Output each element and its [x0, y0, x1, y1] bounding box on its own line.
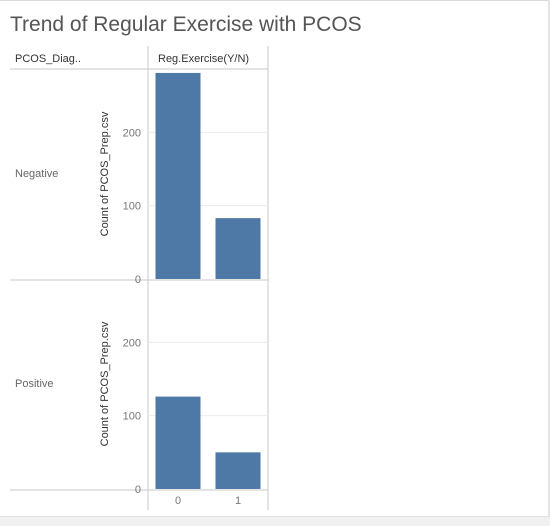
bar-positive-1 — [215, 452, 261, 489]
column-dimension-header[interactable]: Reg.Exercise(Y/N) — [158, 53, 250, 65]
right-border — [548, 0, 550, 526]
y-tick-label: 200 — [123, 337, 141, 349]
y-tick-label: 0 — [135, 484, 141, 496]
row-label-positive[interactable]: Positive — [15, 378, 54, 390]
y-tick-label: 100 — [123, 411, 141, 423]
bottom-scrollbar[interactable] — [0, 516, 550, 526]
bar-negative-1 — [215, 218, 261, 279]
y-tick-label: 0 — [135, 274, 141, 286]
bar-positive-0 — [155, 396, 201, 489]
x-tick-label: 1 — [235, 495, 241, 507]
bar-negative-0 — [155, 72, 201, 279]
y-tick-label: 200 — [123, 127, 141, 139]
row-label-negative[interactable]: Negative — [15, 168, 59, 180]
row-dimension-header[interactable]: PCOS_Diag.. — [15, 53, 82, 65]
top-border — [0, 0, 550, 1]
chart-title: Trend of Regular Exercise with PCOS — [10, 13, 362, 36]
y-tick-label: 100 — [123, 201, 141, 213]
x-tick-label: 0 — [175, 495, 181, 507]
